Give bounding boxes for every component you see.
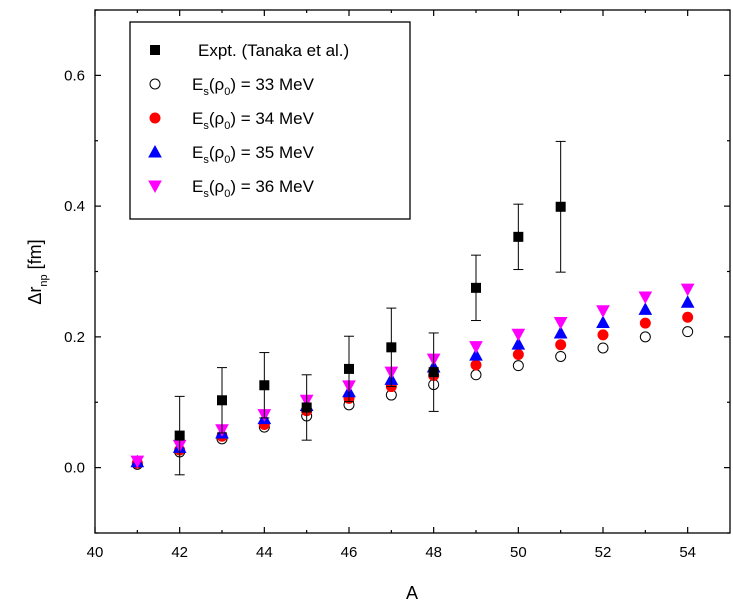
- legend-label-34: Es(ρ0) = 34 MeV: [192, 109, 315, 132]
- data-point: [513, 231, 524, 242]
- legend-marker: [150, 45, 160, 55]
- legend-label-expt: Expt. (Tanaka et al.): [198, 41, 349, 60]
- y-tick-label: 0.6: [64, 67, 85, 84]
- series-0: [174, 140, 566, 476]
- x-axis: 40 42 44 46 48 50 52 54: [87, 10, 696, 561]
- data-point: [174, 430, 185, 441]
- data-point: [259, 380, 270, 391]
- y-axis-title-unit: [fm]: [25, 239, 45, 274]
- legend-marker: [149, 78, 161, 90]
- data-point: [130, 455, 145, 469]
- y-tick-label: 0.0: [64, 460, 85, 477]
- data-point: [638, 302, 653, 315]
- legend-label-35: Es(ρ0) = 35 MeV: [192, 143, 315, 166]
- x-axis-title: A: [406, 583, 418, 603]
- data-point: [344, 363, 354, 374]
- x-tick-label: 54: [679, 544, 696, 561]
- data-point: [553, 316, 568, 330]
- y-axis: 0.0 0.2 0.4 0.6: [64, 9, 730, 534]
- y-axis-title-sub: np: [38, 274, 50, 286]
- y-tick-label: 0.2: [64, 329, 85, 346]
- x-tick-label: 48: [425, 544, 442, 561]
- data-point: [682, 326, 694, 338]
- data-point: [471, 282, 481, 293]
- data-point: [597, 342, 609, 354]
- x-tick-label: 52: [595, 544, 612, 561]
- data-point: [638, 291, 653, 305]
- x-tick-label: 42: [171, 544, 188, 561]
- data-point: [596, 305, 610, 318]
- legend-label-33: Es(ρ0) = 33 MeV: [192, 75, 315, 98]
- data-point: [470, 359, 482, 371]
- data-point: [555, 339, 567, 351]
- legend-label-36: Es(ρ0) = 36 MeV: [192, 177, 315, 200]
- data-point: [680, 295, 695, 308]
- data-point: [469, 341, 483, 354]
- x-tick-label: 44: [256, 544, 273, 561]
- y-axis-title: Δrnp [fm]: [25, 239, 50, 304]
- legend-markers: [148, 45, 162, 194]
- y-tick-label: 0.4: [64, 198, 85, 215]
- series-layer: [130, 140, 695, 476]
- data-point: [511, 328, 526, 342]
- data-point: [470, 369, 482, 381]
- data-point: [301, 402, 312, 413]
- series-3: [130, 295, 695, 468]
- data-point: [555, 350, 567, 362]
- data-point: [428, 367, 439, 378]
- data-point: [639, 317, 651, 329]
- data-point: [555, 201, 566, 212]
- legend: Expt. (Tanaka et al.) Es(ρ0) = 33 MeV Es…: [129, 21, 411, 220]
- data-point: [553, 325, 568, 339]
- x-tick-label: 40: [87, 544, 104, 561]
- legend-marker: [148, 144, 162, 158]
- data-point: [469, 348, 483, 361]
- data-point: [511, 337, 526, 350]
- series-4: [130, 283, 695, 469]
- data-point: [512, 349, 524, 361]
- data-point: [596, 315, 610, 328]
- legend-box: [129, 21, 411, 220]
- data-point: [217, 395, 227, 406]
- data-point: [597, 329, 609, 341]
- x-tick-label: 46: [341, 544, 358, 561]
- legend-marker: [149, 112, 161, 124]
- series-1: [131, 326, 694, 470]
- data-point: [386, 342, 397, 353]
- data-point: [682, 311, 694, 323]
- data-point: [680, 283, 695, 297]
- series-2: [131, 311, 694, 469]
- data-point: [639, 331, 651, 343]
- y-axis-title-main: Δr: [25, 287, 45, 305]
- data-point: [512, 360, 524, 372]
- legend-marker: [148, 180, 162, 194]
- x-tick-label: 50: [510, 544, 527, 561]
